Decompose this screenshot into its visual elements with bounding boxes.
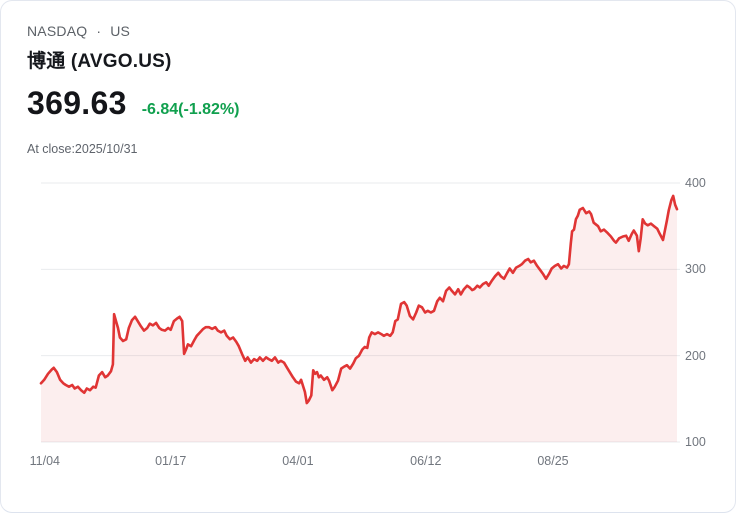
x-tick-label: 01/17 — [155, 454, 187, 468]
x-tick-label: 04/01 — [282, 454, 314, 468]
last-price: 369.63 — [27, 85, 127, 121]
x-tick-label: 08/25 — [537, 454, 569, 468]
as-of-label: At close:2025/10/31 — [27, 142, 138, 156]
y-tick-label: 300 — [685, 262, 706, 277]
market-label: US — [110, 23, 131, 39]
x-tick-label: 11/04 — [29, 454, 60, 468]
y-tick-label: 200 — [685, 348, 706, 363]
price-row: 369.63 -6.84(-1.82%) — [27, 85, 240, 122]
price-area — [41, 195, 677, 442]
price-change: -6.84(-1.82%) — [141, 101, 240, 118]
gridlines — [41, 182, 680, 443]
exchange-label: NASDAQ — [27, 23, 88, 39]
y-tick-label: 100 — [685, 435, 706, 449]
exchange-market-row: NASDAQ · US — [27, 23, 130, 39]
x-tick-label: 06/12 — [410, 454, 442, 468]
price-line — [39, 194, 679, 405]
stock-title: 博通 (AVGO.US) — [27, 51, 172, 72]
y-tick-label: 400 — [685, 176, 706, 190]
dot-separator-icon: · — [96, 23, 102, 39]
